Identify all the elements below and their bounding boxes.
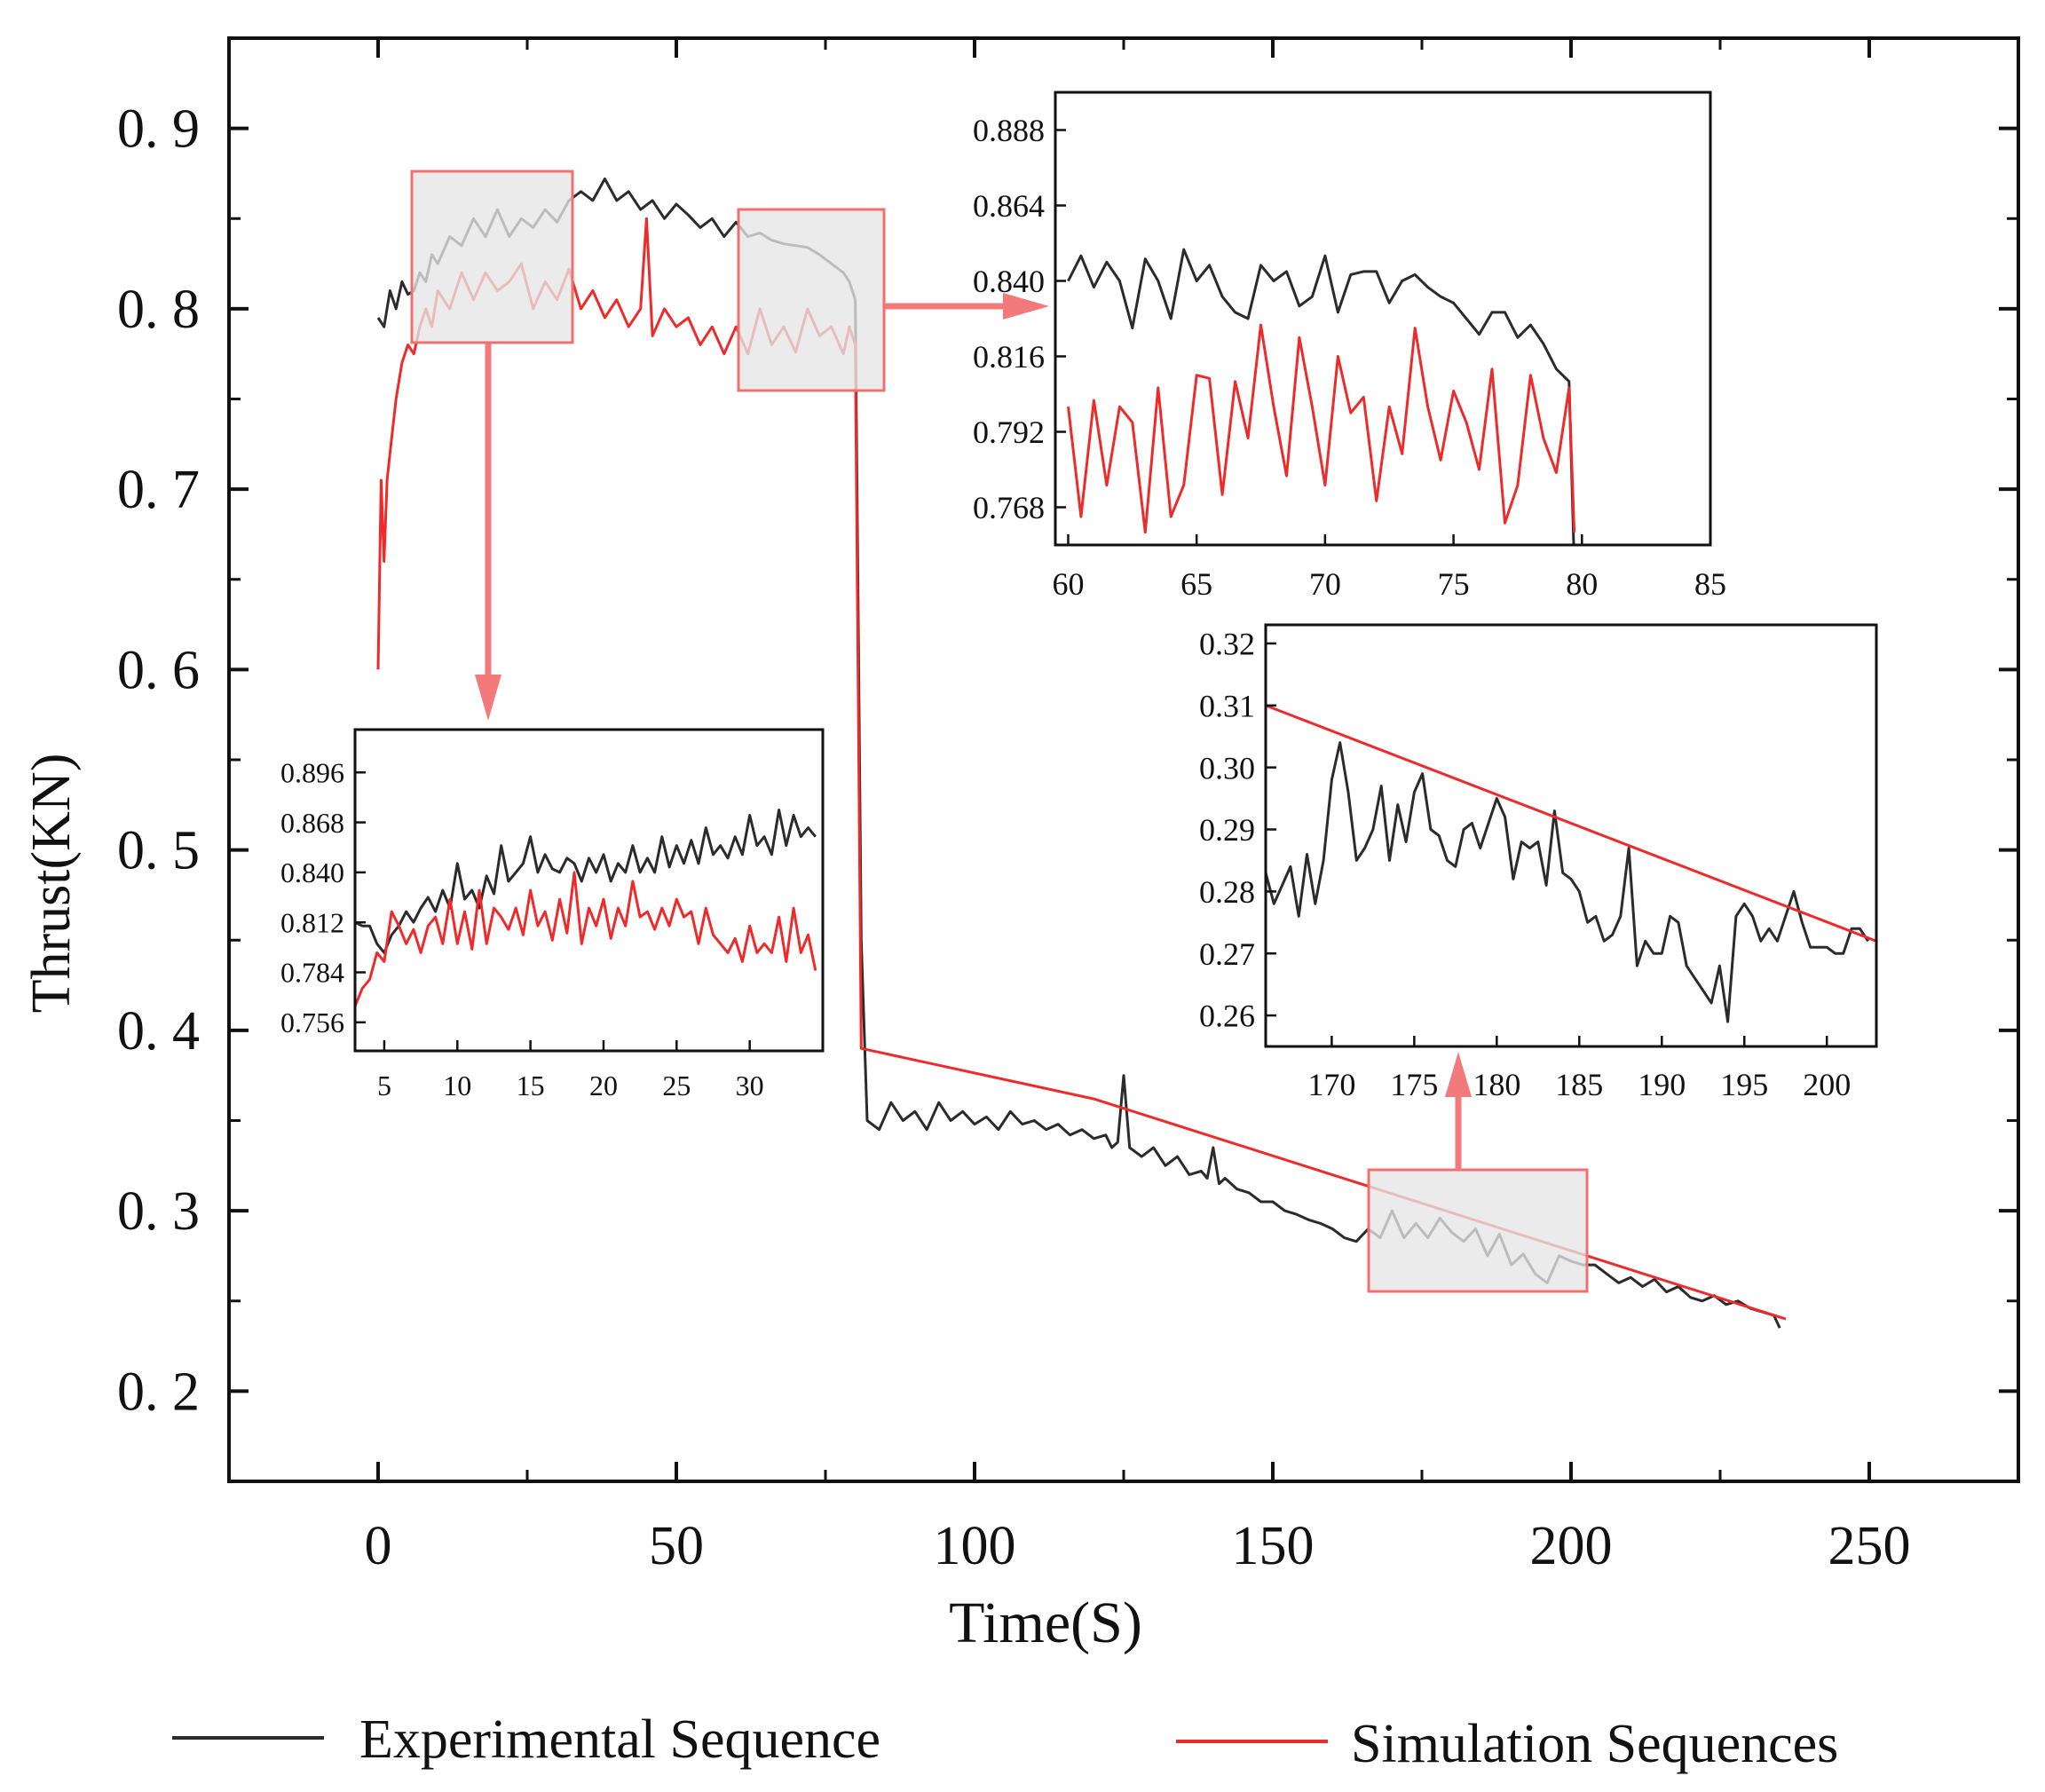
- highlight-box-early: [410, 170, 574, 344]
- inset-frame: [1264, 623, 1878, 1048]
- inset-x-tick-label: 60: [1052, 566, 1084, 602]
- inset-experimental-line: [1266, 741, 1869, 1023]
- main-axis-ticks: [229, 38, 2018, 1481]
- y-tick-label: 0. 2: [117, 1362, 200, 1422]
- y-axis-label: Thrust(KN): [21, 754, 82, 1014]
- inset-background: [1266, 625, 1876, 1046]
- inset-y-tick-label: 0.896: [280, 756, 344, 788]
- inset-x-tick-label: 190: [1638, 1067, 1686, 1102]
- main-axis-tick-labels: 0 50 100 150 200 250 0. 2 0. 3 0. 4 0. 5 0. 6 0. 7 0…: [117, 99, 1911, 1576]
- x-tick-label: 150: [1232, 1516, 1315, 1576]
- y-tick-label: 0. 8: [117, 280, 200, 340]
- inset-x-tick-label: 175: [1390, 1067, 1438, 1102]
- inset-zoom-170-200s: 170 175 180 185 190 195 200 0.26 0.27 0.28 0.29 0.3…: [1199, 623, 1878, 1102]
- inset-x-tick-label: 75: [1438, 566, 1470, 602]
- inset-y-tick-label: 0.812: [280, 906, 344, 938]
- inset-y-tick-label: 0.816: [973, 339, 1045, 375]
- x-axis-label: Time(S): [949, 1591, 1142, 1655]
- inset-frame: [1054, 91, 1712, 547]
- inset-simulation-line: [1266, 704, 1876, 943]
- highlight-boxes: [410, 170, 1589, 1293]
- inset-y-tick-label: 0.868: [280, 807, 344, 839]
- inset-x-tick-label: 70: [1309, 566, 1341, 602]
- inset-y-tick-label: 0.28: [1199, 874, 1255, 910]
- highlight-box-mid: [737, 208, 886, 392]
- y-tick-label: 0. 6: [117, 640, 200, 700]
- arrow-right: [885, 293, 1049, 320]
- inset-background: [1055, 92, 1710, 545]
- inset-x-tick-label: 20: [589, 1070, 618, 1101]
- inset-y-tick-label: 0.768: [973, 490, 1045, 525]
- legend-label-experimental: Experimental Sequence: [359, 1709, 880, 1770]
- inset-simulation-line: [1067, 323, 1576, 534]
- y-tick-label: 0. 3: [117, 1181, 200, 1242]
- inset-experimental-line: [1067, 248, 1575, 545]
- y-tick-label: 0. 7: [117, 460, 200, 520]
- y-tick-label: 0. 9: [117, 99, 200, 160]
- x-tick-label: 200: [1530, 1516, 1613, 1576]
- inset-x-tick-label: 5: [377, 1070, 391, 1101]
- inset-x-tick-label: 10: [443, 1070, 471, 1101]
- inset-y-tick-label: 0.784: [280, 957, 344, 989]
- inset-y-tick-label: 0.27: [1199, 936, 1255, 972]
- inset-y-tick-label: 0.32: [1199, 627, 1255, 662]
- inset-y-tick-label: 0.840: [973, 264, 1045, 299]
- inset-y-tick-label: 0.840: [280, 857, 344, 888]
- arrow-up: [1445, 1052, 1472, 1170]
- inset-y-tick-label: 0.864: [973, 188, 1045, 224]
- inset-y-tick-label: 0.756: [280, 1007, 344, 1038]
- inset-x-tick-label: 180: [1473, 1067, 1520, 1102]
- inset-x-tick-label: 200: [1803, 1067, 1851, 1102]
- inset-x-tick-label: 195: [1720, 1067, 1768, 1102]
- inset-experimental-line: [355, 809, 817, 954]
- x-tick-label: 250: [1828, 1516, 1911, 1576]
- inset-zoom-60-85s: 60 65 70 75 80 85 0.768 0.792 0.816 0.840 0.864 0.8…: [973, 91, 1726, 602]
- x-tick-label: 0: [365, 1516, 392, 1576]
- inset-x-tick-label: 65: [1180, 566, 1212, 602]
- inset-x-tick-label: 170: [1307, 1067, 1355, 1102]
- zoom-arrows: [475, 293, 1472, 1170]
- inset-y-tick-label: 0.29: [1199, 812, 1255, 848]
- inset-y-tick-label: 0.30: [1199, 750, 1255, 785]
- inset-x-tick-label: 15: [517, 1070, 545, 1101]
- y-tick-label: 0. 5: [117, 821, 200, 881]
- inset-frame: [353, 728, 825, 1053]
- y-tick-label: 0. 4: [117, 1001, 200, 1062]
- inset-zoom-5-30s: 5 10 15 20 25 30 0.756 0.784 0.812 0.840 0.868 0.89…: [280, 728, 825, 1101]
- inset-x-tick-label: 80: [1566, 566, 1598, 602]
- x-tick-label: 100: [934, 1516, 1016, 1576]
- inset-y-tick-label: 0.26: [1199, 999, 1255, 1034]
- inset-x-tick-label: 85: [1694, 566, 1726, 602]
- inset-background: [355, 730, 823, 1051]
- inset-x-tick-label: 185: [1555, 1067, 1603, 1102]
- legend: Experimental Sequence Simulation Sequenc…: [172, 1709, 1838, 1774]
- legend-label-simulation: Simulation Sequences: [1351, 1714, 1838, 1774]
- inset-x-tick-label: 30: [736, 1070, 764, 1101]
- inset-y-tick-label: 0.31: [1199, 688, 1255, 723]
- highlight-box-late: [1367, 1168, 1589, 1293]
- arrow-down: [475, 343, 501, 721]
- x-tick-label: 50: [649, 1516, 704, 1576]
- inset-y-tick-label: 0.888: [973, 113, 1045, 148]
- inset-x-tick-label: 25: [662, 1070, 691, 1101]
- inset-simulation-line: [355, 871, 817, 1007]
- inset-y-tick-label: 0.792: [973, 414, 1045, 450]
